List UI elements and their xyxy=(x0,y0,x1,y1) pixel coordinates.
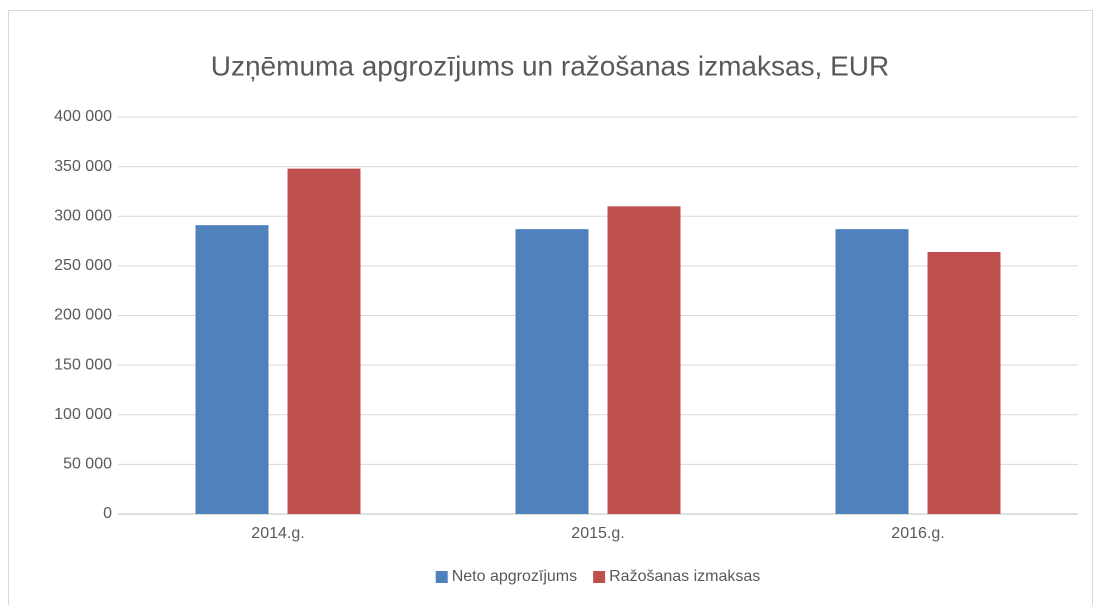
y-tick-label: 150 000 xyxy=(54,356,112,373)
x-tick-label: 2016.g. xyxy=(891,525,944,542)
y-tick-label: 50 000 xyxy=(63,456,112,473)
bar xyxy=(835,229,909,514)
y-tick-label: 100 000 xyxy=(54,406,112,423)
x-tick-label: 2015.g. xyxy=(571,525,624,542)
y-tick-label: 300 000 xyxy=(54,207,112,224)
x-tick-label: 2014.g. xyxy=(251,525,304,542)
legend-swatch xyxy=(593,571,606,583)
y-tick-label: 350 000 xyxy=(54,158,112,175)
bar xyxy=(195,225,269,514)
y-tick-label: 400 000 xyxy=(54,108,112,125)
bar xyxy=(607,206,681,514)
legend-label: Ražošanas izmaksas xyxy=(609,568,760,585)
y-tick-label: 200 000 xyxy=(54,307,112,324)
chart-title: Uzņēmuma apgrozījums un ražošanas izmaks… xyxy=(211,50,889,81)
bar xyxy=(287,168,361,515)
legend-swatch xyxy=(435,571,448,583)
y-tick-label: 0 xyxy=(103,505,112,522)
bar xyxy=(927,251,1001,515)
y-tick-label: 250 000 xyxy=(54,257,112,274)
legend-label: Neto apgrozījums xyxy=(452,568,577,585)
bar xyxy=(515,229,589,514)
